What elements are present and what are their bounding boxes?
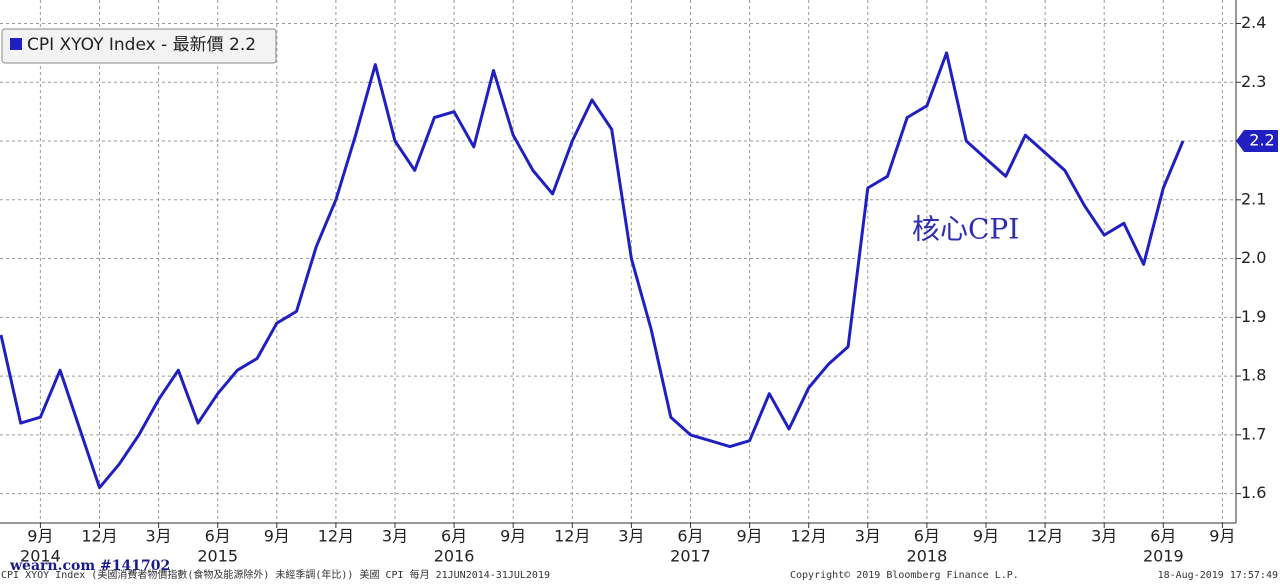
x-tick-label: 12月 [81, 527, 117, 546]
legend-swatch [10, 38, 22, 50]
footer-right: 18-Aug-2019 17:57:49 [1158, 570, 1278, 581]
year-label: 2017 [670, 547, 711, 566]
x-tick-label: 9月 [264, 527, 290, 546]
watermark: wearn.com #141702 [9, 558, 170, 574]
x-tick-label: 6月 [441, 527, 467, 546]
y-tick-label: 2.0 [1241, 248, 1266, 267]
footer-left: CPI XYOY Index (美國消費者物價指數(食物及能源除外) 未經季調(… [1, 568, 550, 581]
y-tick-label: 2.3 [1241, 72, 1266, 91]
year-label: 2016 [434, 547, 475, 566]
x-tick-label: 12月 [318, 527, 354, 546]
year-label: 2014 [20, 547, 61, 566]
footer-center: Copyright© 2019 Bloomberg Finance L.P. [790, 570, 1019, 581]
x-tick-label: 12月 [791, 527, 827, 546]
annotation: 核心CPI [912, 213, 1019, 246]
x-tick-label: 9月 [500, 527, 526, 546]
legend-box [1, 28, 277, 64]
x-tick-label: 6月 [914, 527, 940, 546]
year-label: 2015 [197, 547, 238, 566]
y-tick-label: 2.4 [1241, 13, 1266, 32]
year-label: 2019 [1143, 547, 1184, 566]
x-tick-label: 9月 [1209, 527, 1235, 546]
x-tick-label: 6月 [677, 527, 703, 546]
x-tick-label: 3月 [855, 527, 881, 546]
legend: CPI XYOY Index - 最新價 2.2 [1, 28, 277, 64]
year-label: 2018 [907, 547, 948, 566]
x-tick-label: 3月 [618, 527, 644, 546]
legend-label: CPI XYOY Index - 最新價 2.2 [27, 35, 256, 55]
y-tick-label: 1.9 [1241, 307, 1266, 326]
x-tick-label: 6月 [205, 527, 231, 546]
x-tick-label: 9月 [737, 527, 763, 546]
x-tick-label: 6月 [1150, 527, 1176, 546]
x-tick-label: 3月 [1091, 527, 1117, 546]
grid-layer [0, 0, 1236, 523]
x-tick-label: 9月 [973, 527, 999, 546]
y-tick-label: 1.7 [1241, 424, 1266, 443]
series-line [0, 51, 1185, 490]
x-tick-label: 3月 [146, 527, 172, 546]
last-value-label: 2.2 [1249, 131, 1274, 150]
last-value-box [1236, 130, 1278, 153]
x-tick-label: 9月 [27, 527, 53, 546]
y-tick-label: 2.1 [1241, 189, 1266, 208]
y-tick-label: 1.6 [1241, 483, 1266, 502]
y-tick-label: 1.8 [1241, 366, 1266, 385]
x-tick-label: 12月 [554, 527, 590, 546]
x-tick-label: 3月 [382, 527, 408, 546]
x-tick-label: 12月 [1027, 527, 1063, 546]
